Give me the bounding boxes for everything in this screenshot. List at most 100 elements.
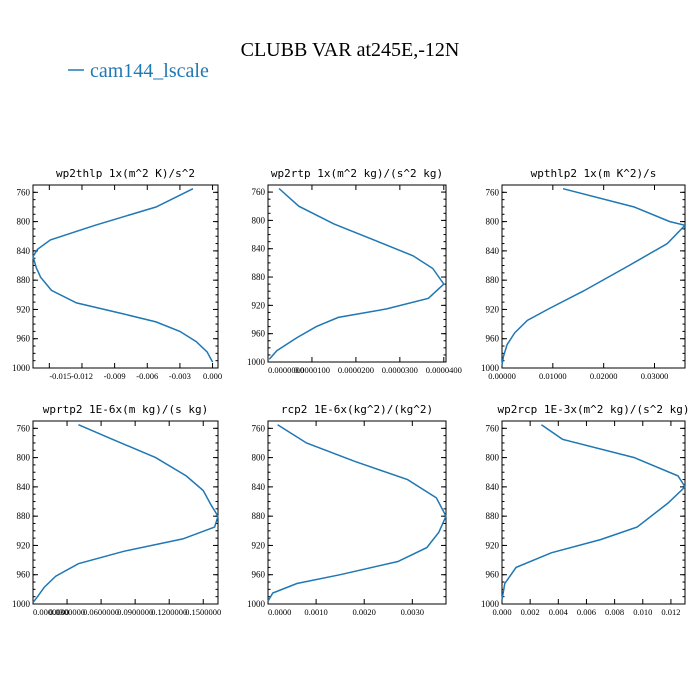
panel-title: wp2rtp 1x(m^2 kg)/(s^2 kg) bbox=[271, 167, 443, 180]
panel-6: wp2rcp 1E-3x(m^2 kg)/(s^2 kg) 760 800 840 88… bbox=[481, 403, 690, 617]
panel-title: wpthlp2 1x(m K^2)/s bbox=[531, 167, 657, 180]
y-tick-label: 880 bbox=[252, 272, 266, 282]
y-tick-label: 1000 bbox=[247, 599, 266, 609]
y-tick-label: 960 bbox=[252, 570, 266, 580]
x-tick-label: 0.010 bbox=[633, 607, 652, 617]
y-tick-label: 840 bbox=[486, 246, 500, 256]
plot-frame bbox=[32, 420, 219, 605]
plot-frame bbox=[501, 184, 686, 369]
profile-line bbox=[501, 187, 687, 366]
y-tick-label: 960 bbox=[486, 570, 500, 580]
x-tick-label: -0.006 bbox=[136, 371, 158, 381]
y-tick-label: 920 bbox=[486, 304, 500, 314]
y-tick-label: 880 bbox=[252, 511, 266, 521]
x-tick-label: 0.0900000 bbox=[117, 607, 153, 617]
x-tick-label: 0.0300000 bbox=[49, 607, 85, 617]
y-tick-label: 1000 bbox=[12, 363, 31, 373]
y-tick-label: 840 bbox=[252, 482, 266, 492]
y-tick-label: 920 bbox=[17, 304, 31, 314]
y-tick-label: 840 bbox=[17, 482, 31, 492]
profile-line bbox=[501, 424, 686, 600]
panel-title: wp2thlp 1x(m^2 K)/s^2 bbox=[56, 167, 195, 180]
y-tick-label: 760 bbox=[252, 187, 266, 197]
y-tick-label: 960 bbox=[17, 570, 31, 580]
x-tick-label: 0.000 bbox=[203, 371, 222, 381]
profile-line bbox=[268, 187, 445, 360]
y-tick-label: 760 bbox=[252, 423, 266, 433]
y-tick-label: 1000 bbox=[481, 599, 500, 609]
x-tick-label: -0.003 bbox=[169, 371, 191, 381]
x-tick-label: 0.0600000 bbox=[83, 607, 119, 617]
x-tick-label: 0.1500000 bbox=[185, 607, 221, 617]
y-tick-label: 880 bbox=[486, 511, 500, 521]
x-tick-label: 0.0000400 bbox=[426, 365, 462, 375]
y-tick-label: 760 bbox=[486, 423, 500, 433]
y-tick-label: 1000 bbox=[481, 363, 500, 373]
x-tick-label: 0.0030 bbox=[401, 607, 424, 617]
legend: cam144_lscale bbox=[68, 60, 209, 82]
profile-line bbox=[267, 424, 447, 602]
x-tick-label: 0.002 bbox=[521, 607, 540, 617]
y-tick-label: 880 bbox=[486, 275, 500, 285]
x-tick-label: 0.0000300 bbox=[382, 365, 418, 375]
profile-line bbox=[32, 424, 219, 603]
x-tick-label: 0.012 bbox=[661, 607, 680, 617]
x-tick-label: 0.01000 bbox=[539, 371, 567, 381]
x-tick-label: 0.008 bbox=[605, 607, 624, 617]
y-tick-label: 840 bbox=[252, 244, 266, 254]
panel-2: wp2rtp 1x(m^2 kg)/(s^2 kg) 760 800 840 880 92… bbox=[247, 167, 462, 375]
y-tick-label: 920 bbox=[486, 540, 500, 550]
y-tick-label: 760 bbox=[486, 187, 500, 197]
y-tick-label: 920 bbox=[252, 540, 266, 550]
x-tick-label: 0.006 bbox=[577, 607, 596, 617]
x-tick-label: 0.02000 bbox=[590, 371, 618, 381]
legend-label: cam144_lscale bbox=[90, 60, 209, 82]
x-tick-label: 0.0000100 bbox=[294, 365, 330, 375]
x-tick-label: -0.012 bbox=[71, 371, 93, 381]
y-tick-label: 960 bbox=[486, 334, 500, 344]
y-tick-label: 800 bbox=[486, 217, 500, 227]
panels: wp2thlp 1x(m^2 K)/s^2 760 800 840 880 920 960 1… bbox=[12, 167, 690, 617]
plot-frame bbox=[501, 420, 686, 605]
y-tick-label: 800 bbox=[252, 215, 266, 225]
panel-1: wp2thlp 1x(m^2 K)/s^2 760 800 840 880 920 960 1… bbox=[12, 167, 222, 381]
x-tick-label: 0.0000000 bbox=[268, 365, 304, 375]
y-tick-label: 840 bbox=[486, 482, 500, 492]
x-tick-label: 0.004 bbox=[549, 607, 569, 617]
y-tick-label: 1000 bbox=[247, 357, 266, 367]
plot-frame bbox=[267, 420, 447, 605]
plot-frame bbox=[267, 184, 447, 363]
y-tick-label: 960 bbox=[17, 334, 31, 344]
x-tick-label: 0.00000 bbox=[488, 371, 516, 381]
x-tick-label: 0.03000 bbox=[641, 371, 669, 381]
y-tick-label: 760 bbox=[17, 187, 31, 197]
x-tick-label: 0.0020 bbox=[353, 607, 376, 617]
x-tick-label: 0.1200000 bbox=[151, 607, 187, 617]
x-tick-label: 0.0000 bbox=[268, 607, 291, 617]
x-tick-label: -0.009 bbox=[104, 371, 126, 381]
x-tick-label: 0.000 bbox=[492, 607, 511, 617]
panel-3: wpthlp2 1x(m K^2)/s 760 800 840 880 920 960 100… bbox=[481, 167, 687, 381]
y-tick-label: 840 bbox=[17, 246, 31, 256]
x-tick-label: -0.015 bbox=[49, 371, 71, 381]
y-tick-label: 920 bbox=[17, 540, 31, 550]
y-tick-label: 1000 bbox=[12, 599, 31, 609]
panel-5: rcp2 1E-6x(kg^2)/(kg^2) 760 800 840 880 920 96… bbox=[247, 403, 447, 617]
panel-title: rcp2 1E-6x(kg^2)/(kg^2) bbox=[281, 403, 433, 416]
y-tick-label: 880 bbox=[17, 275, 31, 285]
profile-line bbox=[32, 188, 214, 363]
panel-title: wp2rcp 1E-3x(m^2 kg)/(s^2 kg) bbox=[497, 403, 689, 416]
panel-4: wprtp2 1E-6x(m kg)/(s kg) 760 800 840 880 920… bbox=[12, 403, 221, 617]
x-tick-label: 0.0000000 bbox=[33, 607, 69, 617]
y-tick-label: 800 bbox=[252, 453, 266, 463]
figure-title: CLUBB VAR at245E,-12N bbox=[241, 39, 460, 61]
plot-frame bbox=[32, 184, 219, 369]
y-tick-label: 960 bbox=[252, 329, 266, 339]
y-tick-label: 920 bbox=[252, 300, 266, 310]
panel-title: wprtp2 1E-6x(m kg)/(s kg) bbox=[43, 403, 209, 416]
y-tick-label: 760 bbox=[17, 423, 31, 433]
y-tick-label: 800 bbox=[17, 453, 31, 463]
y-tick-label: 880 bbox=[17, 511, 31, 521]
x-tick-label: 0.0000200 bbox=[338, 365, 374, 375]
